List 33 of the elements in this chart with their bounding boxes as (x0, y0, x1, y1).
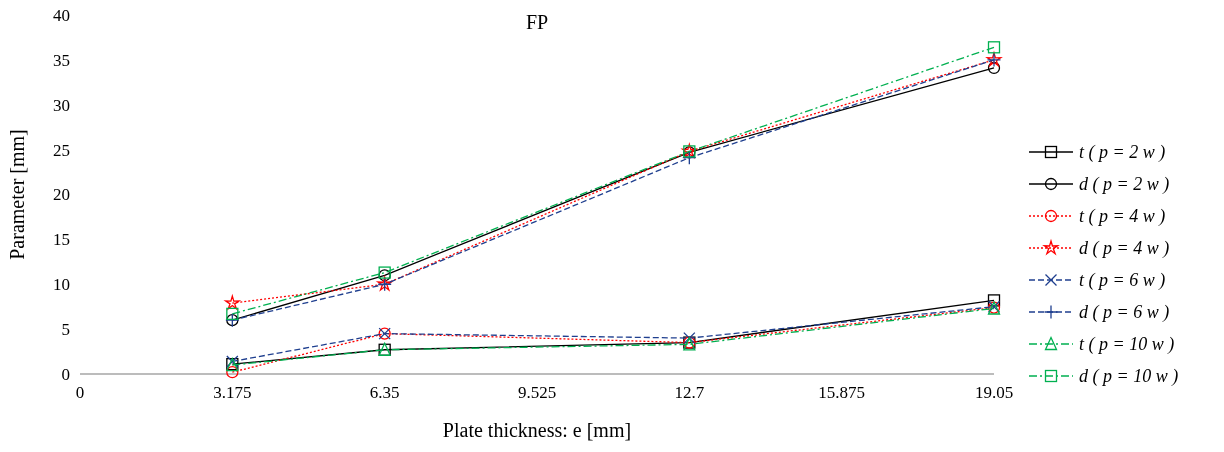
x-axis-title: Plate thickness: e [mm] (442, 419, 632, 441)
y-tick-label: 20 (53, 185, 70, 205)
point (225, 295, 240, 310)
point (683, 331, 696, 345)
y-tick-label: 0 (61, 364, 70, 384)
legend-label: t ( p = 4 w ) (1079, 206, 1166, 228)
point (226, 366, 239, 379)
legend-label: t ( p = 2 w ) (1079, 142, 1166, 164)
y-tick-label: 5 (61, 320, 70, 340)
x-tick-label: 12.7 (674, 383, 705, 402)
y-tick-label: 15 (53, 230, 70, 250)
x-tick-label: 0 (75, 383, 85, 402)
legend-label: d ( p = 4 w ) (1079, 238, 1170, 260)
legend-label: d ( p = 6 w ) (1079, 302, 1170, 324)
chart-title: FP (525, 11, 549, 33)
legend-label: d ( p = 10 w ) (1079, 366, 1179, 388)
legend-label: t ( p = 10 w ) (1079, 334, 1175, 356)
y-tick-label: 25 (53, 140, 70, 160)
y-tick-label: 30 (53, 95, 70, 115)
legend-label: d ( p = 2 w ) (1079, 174, 1170, 196)
x-tick-label: 19.05 (974, 383, 1014, 402)
y-tick-label: 35 (53, 50, 70, 70)
x-tick-label: 6.35 (369, 383, 400, 402)
x-tick-label: 15.875 (818, 383, 866, 402)
x-tick-label: 9.525 (517, 383, 557, 402)
x-tick-label: 3.175 (213, 383, 252, 402)
y-tick-label: 10 (53, 275, 70, 295)
y-tick-label: 40 (53, 5, 70, 25)
point (226, 307, 239, 321)
legend-label: t ( p = 6 w ) (1079, 270, 1166, 292)
y-axis-title: Parameter [mm] (6, 129, 28, 260)
point (987, 61, 1001, 75)
point (987, 41, 1001, 54)
